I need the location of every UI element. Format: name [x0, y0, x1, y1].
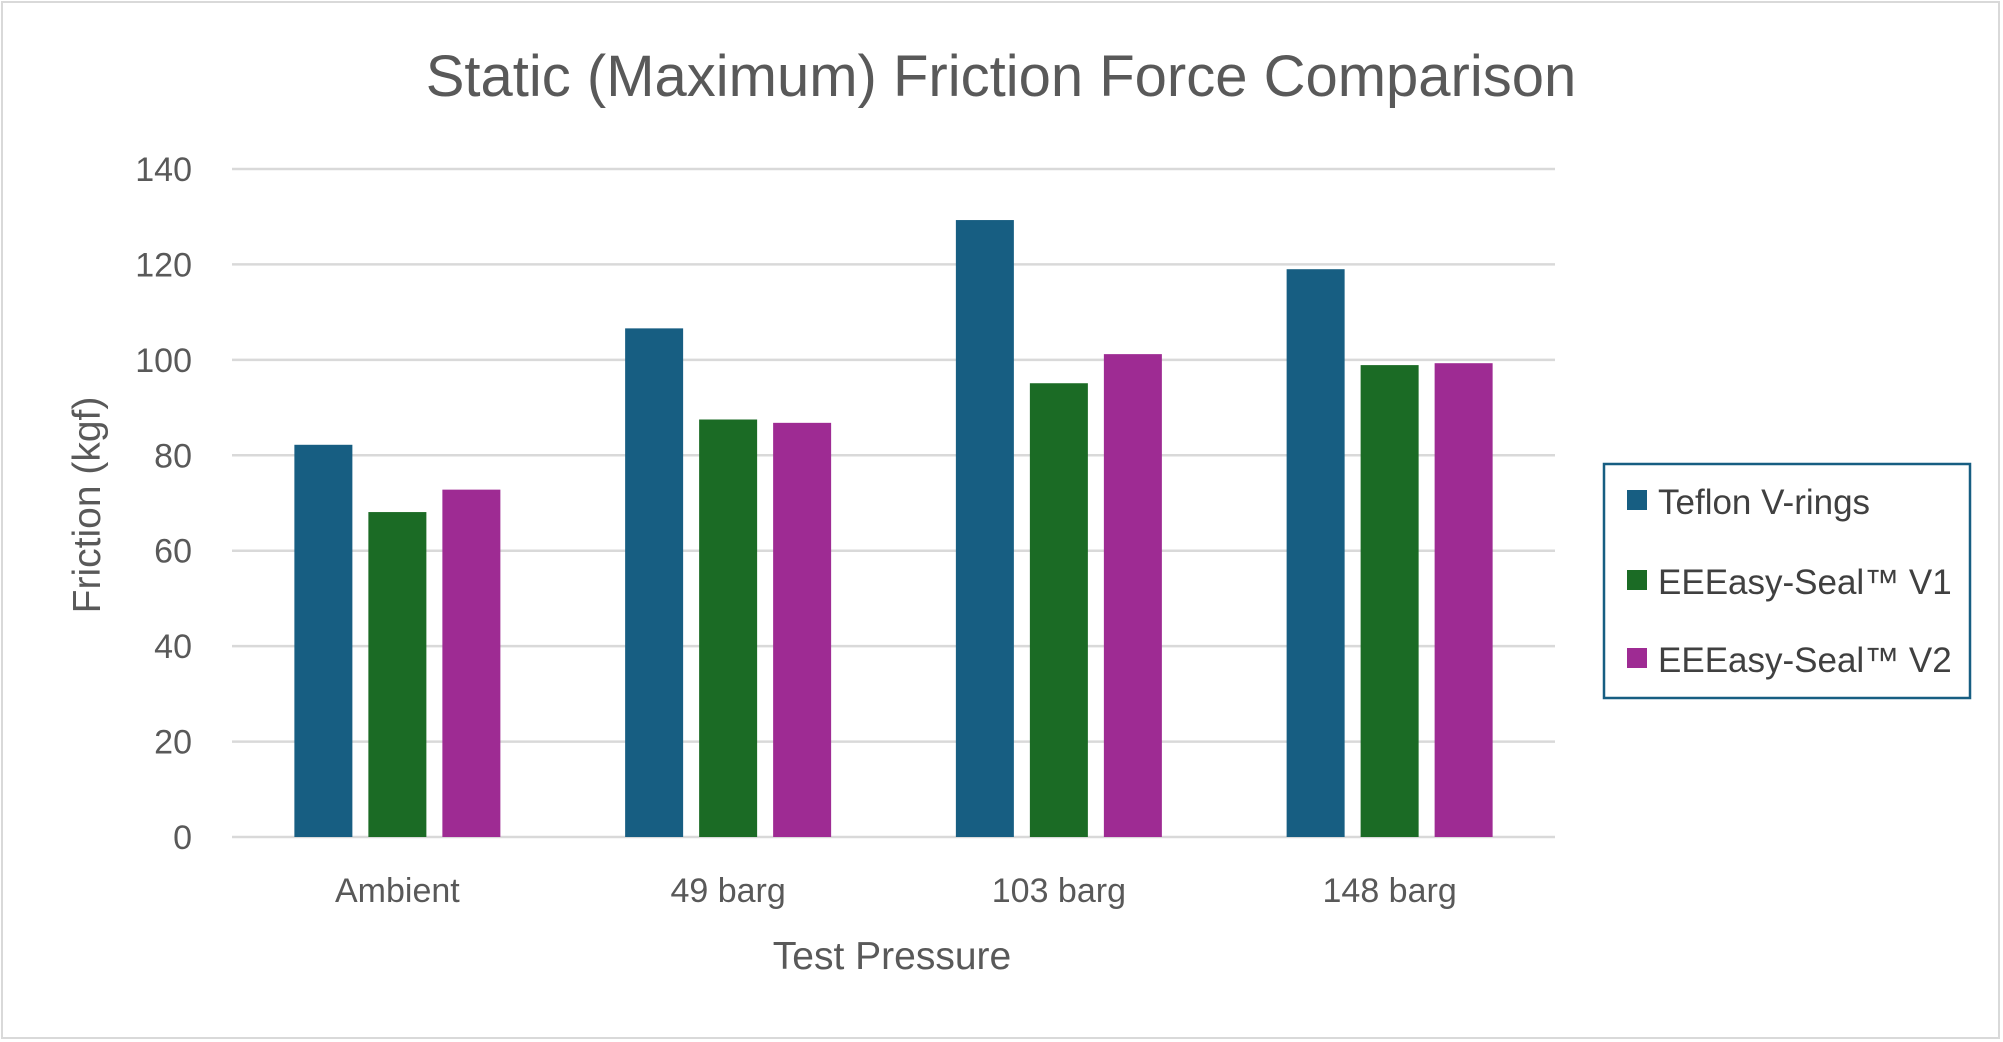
- x-axis-title: Test Pressure: [773, 935, 1011, 978]
- bar-v1: [368, 512, 427, 837]
- bar-teflon: [625, 328, 684, 837]
- x-tick-label: Ambient: [335, 872, 460, 910]
- bar-v1: [1360, 365, 1419, 837]
- x-tick-label: 103 barg: [992, 872, 1126, 910]
- gridlines: [232, 167, 1555, 839]
- legend-label-v1: EEEasy-Seal™ V1: [1658, 563, 1952, 602]
- bar-v2: [442, 489, 501, 837]
- bar-v2: [1103, 354, 1162, 837]
- y-tick-label: 80: [154, 437, 192, 475]
- legend-box: [1602, 462, 1972, 700]
- bar-teflon: [1286, 269, 1345, 837]
- y-axis-title: Friction (kgf): [66, 397, 109, 614]
- bar-teflon: [955, 220, 1014, 837]
- bar-v1: [1029, 383, 1088, 837]
- y-tick-label: 20: [154, 724, 192, 762]
- legend: Teflon V-rings EEEasy-Seal™ V1 EEEasy-Se…: [1602, 462, 1972, 700]
- y-tick-label: 120: [135, 246, 192, 284]
- x-tick-label: 49 barg: [670, 872, 785, 910]
- y-axis-tick-labels: 0 20 40 60 80 100 120 140: [135, 151, 192, 857]
- y-tick-label: 60: [154, 533, 192, 571]
- legend-swatch-teflon: [1627, 490, 1647, 510]
- bars: [294, 220, 1493, 837]
- bar-v1: [699, 419, 758, 837]
- x-axis-tick-labels: Ambient 49 barg 103 barg 148 barg: [335, 872, 1457, 910]
- bar-v2: [1434, 363, 1493, 837]
- legend-swatch-v2: [1627, 648, 1647, 668]
- y-tick-label: 0: [173, 819, 192, 857]
- legend-swatch-v1: [1627, 570, 1647, 590]
- chart-title: Static (Maximum) Friction Force Comparis…: [426, 44, 1577, 109]
- bar-v2: [773, 422, 832, 837]
- y-tick-label: 100: [135, 342, 192, 380]
- x-tick-label: 148 barg: [1323, 872, 1457, 910]
- y-tick-label: 140: [135, 151, 192, 189]
- legend-label-teflon: Teflon V-rings: [1658, 483, 1870, 522]
- bar-teflon: [294, 444, 353, 837]
- legend-label-v2: EEEasy-Seal™ V2: [1658, 641, 1952, 680]
- y-tick-label: 40: [154, 628, 192, 666]
